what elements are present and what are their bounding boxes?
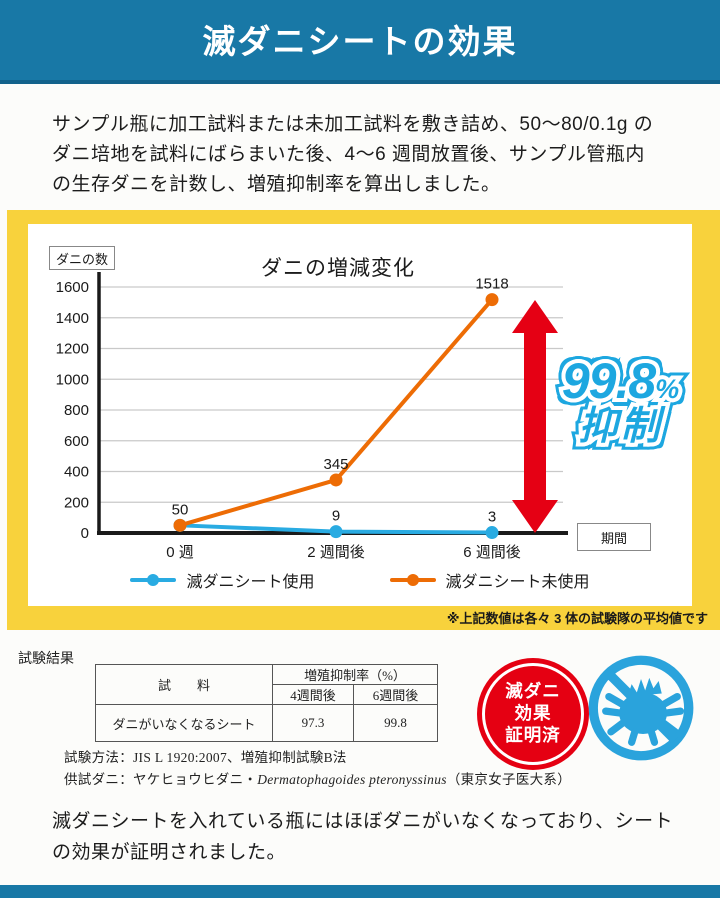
- x-tick-label: 6 週間後: [463, 544, 521, 561]
- table-cell-sample: ダニがいなくなるシート: [95, 704, 273, 742]
- y-tick-label: 0: [81, 525, 89, 542]
- y-tick-label: 800: [64, 402, 89, 419]
- y-tick-label: 1600: [56, 279, 89, 296]
- species-prefix: 供試ダニ：ヤケヒョウヒダニ・: [64, 772, 258, 787]
- value-label: 1518: [475, 276, 508, 293]
- results-section-label: 試験結果: [18, 652, 74, 667]
- legend-dot: [147, 574, 160, 586]
- chart-legend: 滅ダニシート使用 滅ダニシート未使用: [28, 568, 692, 592]
- y-tick-label: 1400: [56, 310, 89, 327]
- y-tick-label: 200: [64, 494, 89, 511]
- annotation-text: 99.8% 抑制: [561, 353, 680, 448]
- legend-swatch: [130, 574, 177, 586]
- header-bar: 滅ダニシートの効果: [0, 0, 720, 84]
- species-suffix: （東京女子医大系）: [446, 772, 572, 787]
- y-tick-label: 1200: [56, 341, 89, 358]
- x-tick-label: 2 週間後: [307, 544, 365, 561]
- chart-title: ダニの増減変化: [261, 257, 415, 280]
- table-header-group: 増殖抑制率（%）: [272, 664, 438, 685]
- data-point: [329, 473, 343, 487]
- proof-badge-line1: 滅ダニ: [505, 681, 561, 702]
- value-label: 50: [172, 501, 189, 518]
- footer-bar: [0, 885, 720, 898]
- y-axis-label-box: ダニの数: [49, 246, 116, 270]
- table-cell-week6: 99.8: [353, 704, 438, 742]
- table-header-sample: 試 料: [95, 664, 273, 705]
- series-line: [179, 298, 494, 528]
- table-row: ダニがいなくなるシート 97.3 99.8: [95, 704, 438, 742]
- proof-badge-text: 滅ダニ 効果 証明済: [505, 681, 561, 747]
- results-table: 試 料 増殖抑制率（%） 4週間後 6週間後 ダニがいなくなるシート 97.3 …: [95, 664, 438, 742]
- data-point: [485, 526, 499, 540]
- x-axis-label-box: 期間: [577, 523, 651, 551]
- y-tick-label: 400: [64, 464, 89, 481]
- data-point: [485, 293, 499, 307]
- species-note: 供試ダニ：ヤケヒョウヒダニ・Dermatophagoides pteronyss…: [64, 768, 571, 788]
- data-point: [173, 518, 187, 532]
- data-point: [329, 525, 343, 539]
- no-mite-icon: [588, 655, 694, 761]
- legend-label: 滅ダニシート使用: [186, 574, 315, 591]
- chart-frame: ダニの数 ダニの増減変化 0 200 400 600 800 1000 1200 1400 16…: [7, 210, 720, 630]
- proof-badge: 滅ダニ 効果 証明済: [477, 658, 589, 770]
- proof-badge-line2: 効果: [514, 703, 552, 724]
- proof-badge-line3: 証明済: [505, 724, 561, 745]
- page-title: 滅ダニシートの効果: [202, 23, 518, 60]
- table-header-week4: 4週間後: [272, 684, 354, 705]
- value-label: 3: [488, 509, 496, 526]
- x-tick-label: 0 週: [166, 544, 194, 561]
- species-latin-name: Dermatophagoides pteronyssinus: [257, 772, 447, 787]
- chart-footnote: ※上記数値は各々 3 体の試験隊の平均値です: [446, 611, 708, 626]
- y-tick-label: 600: [64, 433, 89, 450]
- table-cell-week4: 97.3: [272, 704, 354, 742]
- value-label: 345: [323, 456, 348, 473]
- annotation-outline-outer: 99.8% 抑制: [555, 349, 686, 454]
- chart-panel: ダニの数 ダニの増減変化 0 200 400 600 800 1000 1200 1400 16…: [28, 224, 692, 606]
- conclusion-text: 滅ダニシートを入れている瓶にはほぼダニがいなくなっており、シート の効果が証明さ…: [52, 811, 674, 863]
- table-header-week6: 6週間後: [353, 684, 438, 705]
- value-label: 9: [332, 508, 340, 525]
- legend-dot: [406, 574, 419, 586]
- suppression-annotation: 99.8% 抑制 99.8% 抑制 99.8% 抑制: [533, 349, 708, 454]
- legend-item: 滅ダニシート未使用: [389, 568, 590, 592]
- annotation-outline-inner: 99.8% 抑制: [558, 352, 683, 451]
- line-chart: 0 200 400 600 800 1000 1200 1400 1600 0 週 2 週間後 6 週…: [56, 272, 568, 561]
- legend-swatch: [389, 574, 436, 586]
- y-tick-label: 1000: [56, 371, 89, 388]
- legend-item: 滅ダニシート使用: [130, 568, 315, 592]
- intro-text: サンプル瓶に加工試料または未加工試料を敷き詰め、50〜80/0.1g の ダニ培…: [52, 114, 654, 195]
- trend-arrow: [512, 300, 558, 533]
- method-note: 試験方法：JIS L 1920:2007、増殖抑制試験B法: [64, 750, 347, 765]
- legend-label: 滅ダニシート未使用: [445, 574, 590, 591]
